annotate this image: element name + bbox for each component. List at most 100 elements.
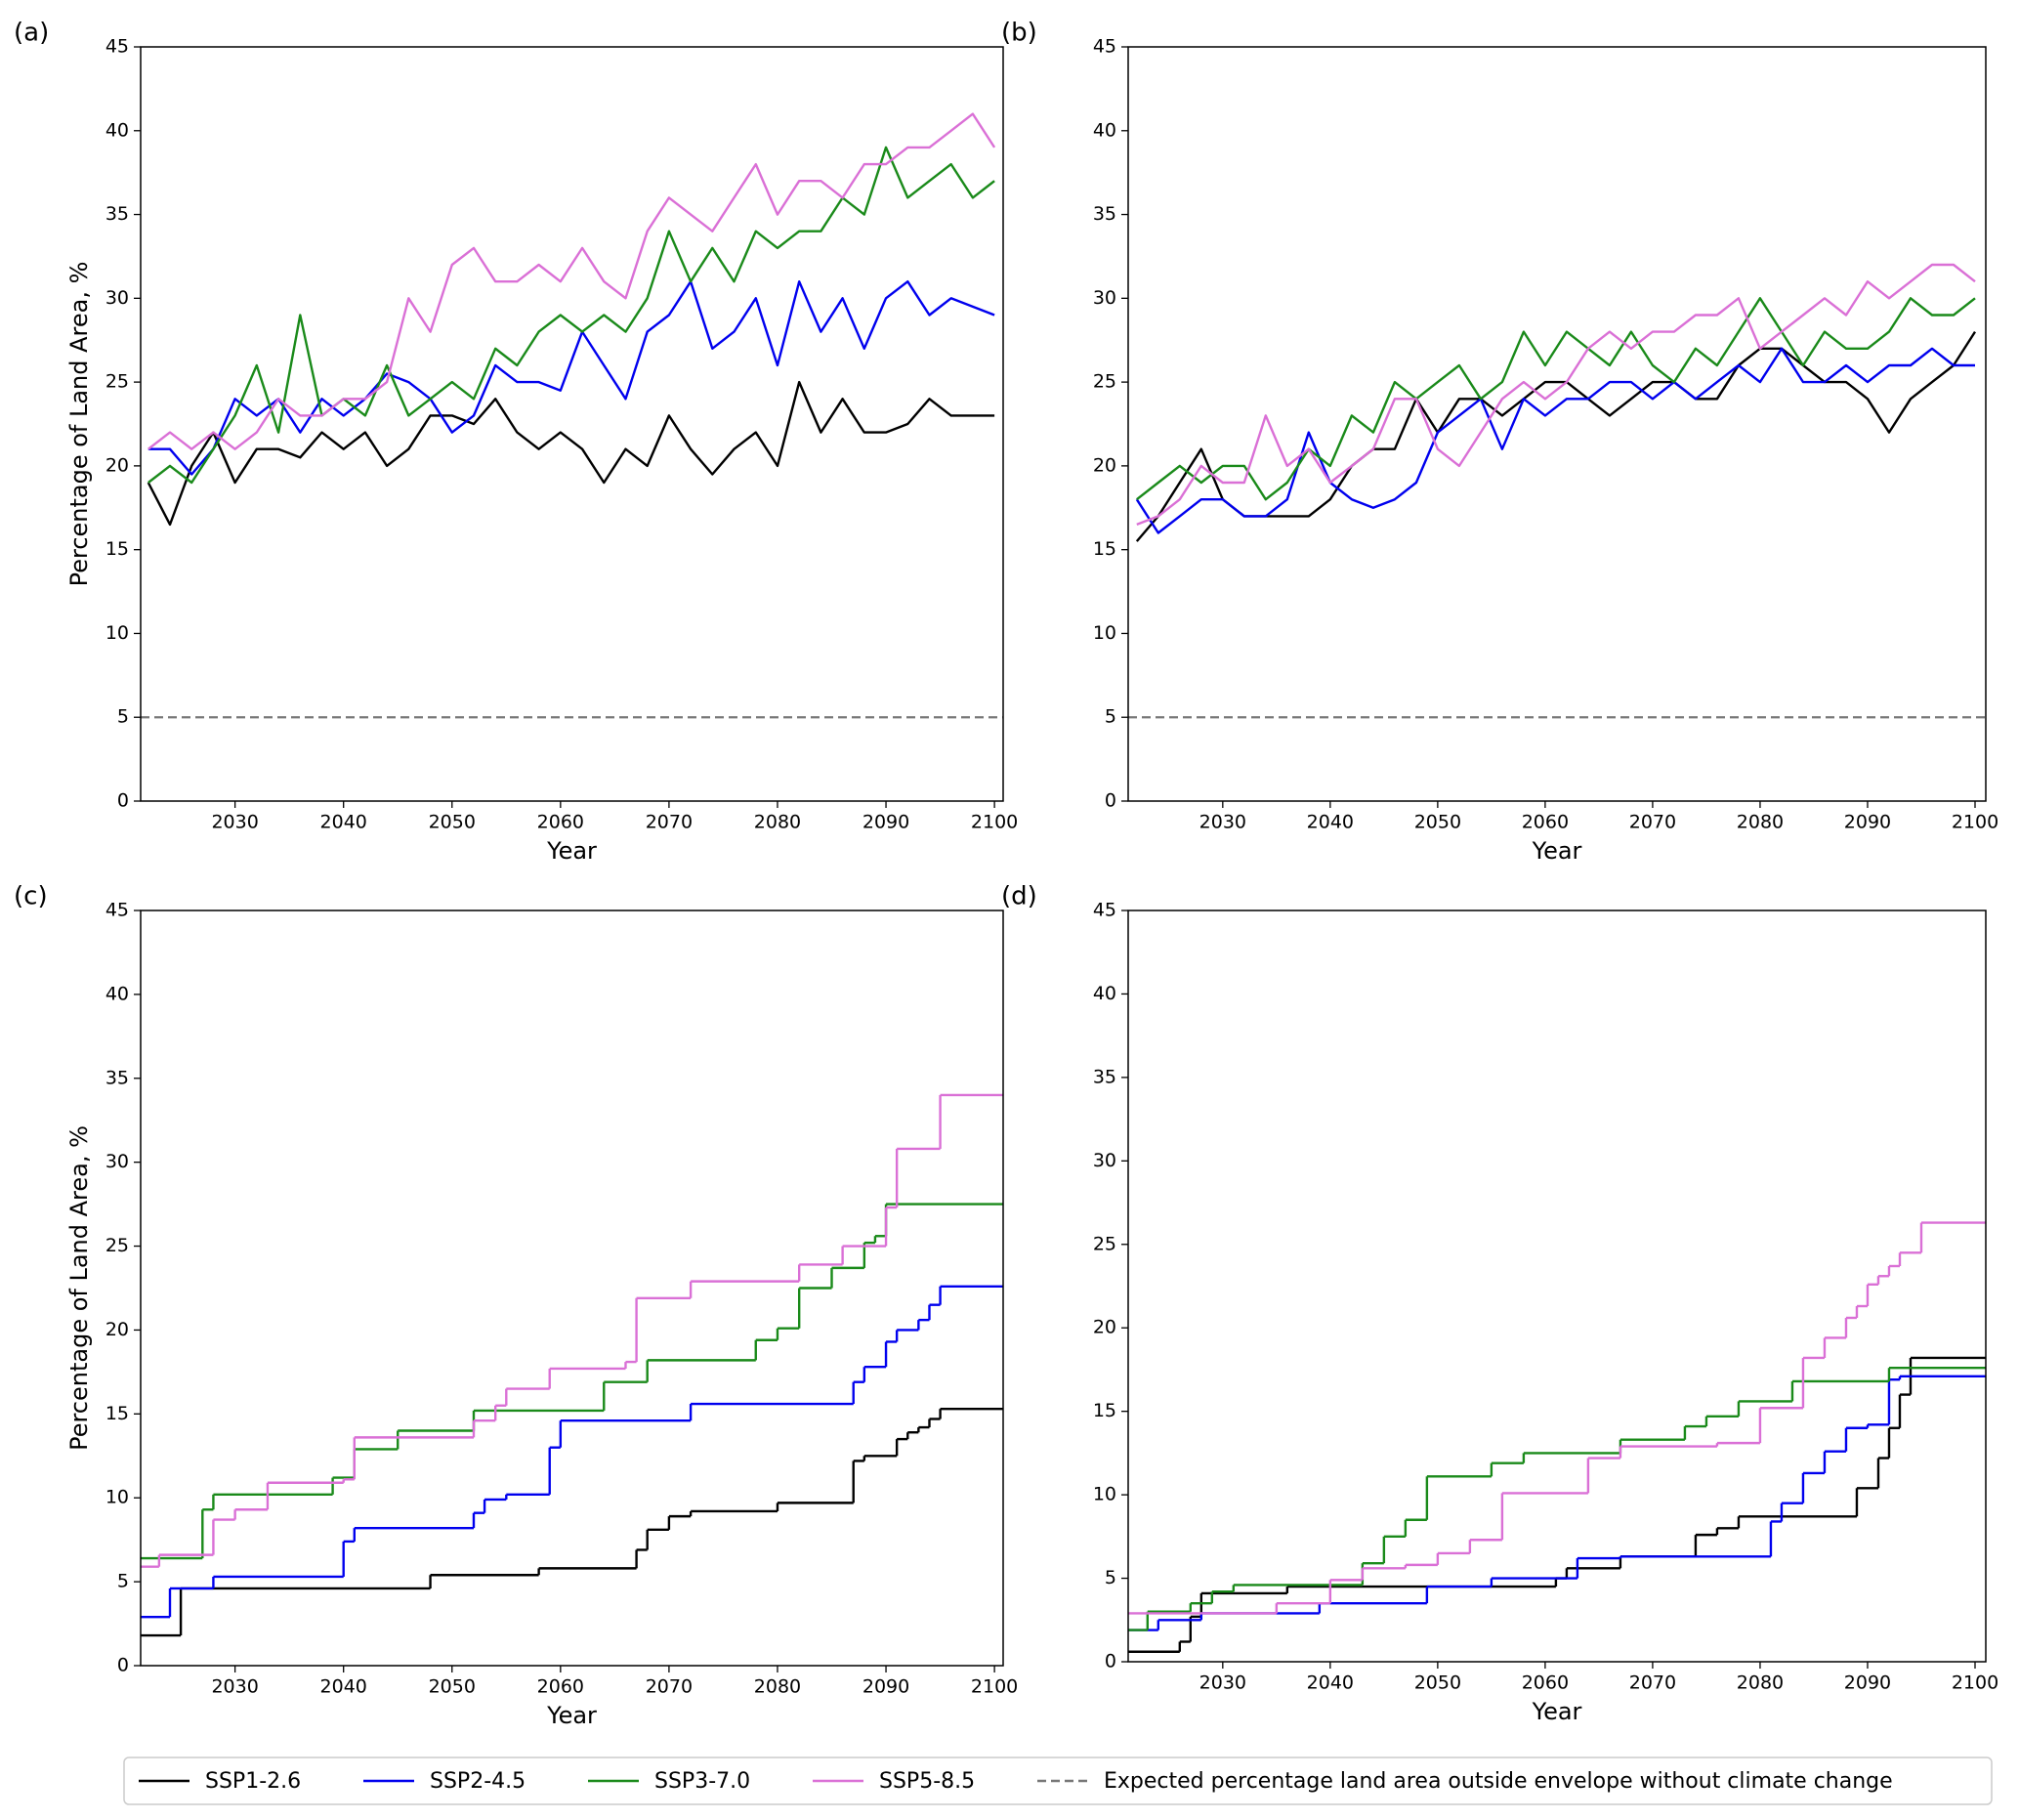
y-tick-label: 15 (1093, 538, 1116, 560)
panel-title: (d) (1001, 882, 1037, 911)
y-tick-label: 10 (105, 1487, 129, 1508)
y-tick-label: 25 (105, 371, 129, 393)
panel-title: (c) (14, 882, 48, 911)
legend-label: SSP3-7.0 (654, 1769, 750, 1794)
y-tick-label: 40 (1093, 119, 1116, 141)
x-tick-label: 2050 (1414, 1672, 1461, 1694)
y-tick-label: 15 (105, 538, 129, 560)
series-steps (1128, 1375, 1986, 1631)
x-tick-label: 2040 (1307, 812, 1354, 833)
panel: (d) 0 5 10 15 20 25 30 35 40 45 2030 2040 2050 2060 207… (1001, 882, 1998, 1726)
y-tick-label: 25 (1093, 371, 1116, 393)
y-tick-label: 40 (1093, 983, 1116, 1004)
y-tick-label: 20 (105, 454, 129, 476)
series-line (147, 146, 995, 485)
x-tick-label: 2060 (1522, 1672, 1569, 1694)
panel: (c) 0 5 10 15 20 25 30 35 40 45 2030 2040 2050 2060 207… (14, 882, 1018, 1730)
y-tick-label: 0 (117, 1655, 129, 1676)
y-tick-label: 5 (117, 1571, 129, 1592)
series-steps (141, 1203, 1003, 1560)
legend-label: SSP5-8.5 (879, 1769, 975, 1794)
x-tick-label: 2100 (1952, 1672, 1998, 1694)
y-tick-label: 5 (1105, 706, 1116, 728)
y-tick-label: 30 (1093, 1150, 1116, 1171)
legend-label: SSP2-4.5 (430, 1769, 526, 1794)
x-tick-label: 2090 (862, 1676, 909, 1698)
x-tick-label: 2080 (1737, 1672, 1784, 1694)
x-tick-label: 2040 (1307, 1672, 1354, 1694)
x-tick-label: 2050 (429, 812, 476, 833)
series-steps (1128, 1356, 1986, 1653)
y-tick-label: 10 (105, 622, 129, 644)
x-tick-label: 2070 (1629, 812, 1676, 833)
y-tick-label: 25 (105, 1235, 129, 1256)
y-tick-label: 35 (1093, 1066, 1116, 1087)
y-tick-label: 30 (1093, 287, 1116, 309)
panel: (a) 0 5 10 15 20 25 30 35 40 45 2030 2040 2050 2060 207… (14, 19, 1018, 866)
y-tick-label: 30 (105, 287, 129, 309)
axes-frame (1127, 910, 1987, 1663)
y-tick-label: 10 (1093, 1484, 1116, 1505)
x-tick-label: 2100 (971, 812, 1018, 833)
legend-label: SSP1-2.6 (205, 1769, 301, 1794)
y-tick-label: 20 (1093, 1317, 1116, 1338)
series-line (1136, 263, 1976, 527)
y-tick-label: 5 (117, 706, 129, 728)
y-tick-label: 10 (1093, 622, 1116, 644)
y-tick-label: 0 (1105, 790, 1116, 812)
series-steps (1128, 1367, 1986, 1631)
series-line (147, 112, 996, 450)
panel-title: (a) (14, 19, 49, 48)
legend: SSP1-2.6 SSP2-4.5 SSP3-7.0 SSP5-8.5 Expected… (123, 1757, 1993, 1805)
y-tick-label: 0 (1105, 1651, 1116, 1672)
series-line (1135, 347, 1975, 534)
y-tick-label: 35 (105, 1067, 129, 1088)
y-tick-label: 30 (105, 1151, 129, 1172)
x-tick-label: 2030 (1199, 812, 1246, 833)
x-tick-label: 2030 (211, 1676, 258, 1698)
x-tick-label: 2070 (1629, 1672, 1676, 1694)
series-line (147, 380, 995, 527)
series-line (147, 280, 995, 476)
series-line (1135, 330, 1977, 542)
x-tick-label: 2030 (1199, 1672, 1246, 1694)
panel-title: (b) (1001, 19, 1037, 48)
x-tick-label: 2030 (211, 812, 258, 833)
x-axis-label: Year (1532, 837, 1582, 865)
x-tick-label: 2090 (1844, 1672, 1891, 1694)
x-tick-label: 2040 (320, 812, 367, 833)
x-tick-label: 2080 (754, 812, 801, 833)
axes-frame (140, 46, 1004, 802)
series-steps (141, 1407, 1003, 1637)
x-tick-label: 2100 (1952, 812, 1998, 833)
y-tick-label: 0 (117, 790, 129, 812)
y-tick-label: 25 (1093, 1233, 1116, 1254)
y-tick-label: 15 (1093, 1400, 1116, 1421)
x-tick-label: 2040 (320, 1676, 367, 1698)
y-tick-label: 5 (1105, 1567, 1116, 1588)
x-tick-label: 2060 (1522, 812, 1569, 833)
y-tick-label: 40 (105, 983, 129, 1004)
x-tick-label: 2050 (429, 1676, 476, 1698)
y-tick-label: 45 (105, 36, 129, 58)
x-tick-label: 2070 (646, 1676, 693, 1698)
y-tick-label: 45 (105, 900, 129, 921)
x-axis-label: Year (546, 1702, 597, 1729)
y-tick-label: 20 (1093, 454, 1116, 476)
y-tick-label: 15 (105, 1403, 129, 1424)
legend-label: Expected percentage land area outside en… (1104, 1769, 1893, 1794)
x-tick-label: 2060 (537, 1676, 584, 1698)
y-axis-label: Percentage of Land Area, % (65, 1125, 93, 1451)
y-tick-label: 20 (105, 1319, 129, 1340)
y-axis-label: Percentage of Land Area, % (65, 262, 93, 587)
x-axis-label: Year (1532, 1698, 1582, 1725)
x-tick-label: 2050 (1414, 812, 1461, 833)
series-line (1136, 297, 1976, 501)
y-tick-label: 45 (1093, 36, 1116, 58)
panel: (b) 0 5 10 15 20 25 30 35 40 45 2030 2040 2050 2060 207… (1001, 19, 1998, 866)
series-steps (141, 1285, 1003, 1619)
series-steps (141, 1093, 1003, 1568)
y-tick-label: 35 (105, 203, 129, 225)
axes-frame (1127, 46, 1987, 802)
